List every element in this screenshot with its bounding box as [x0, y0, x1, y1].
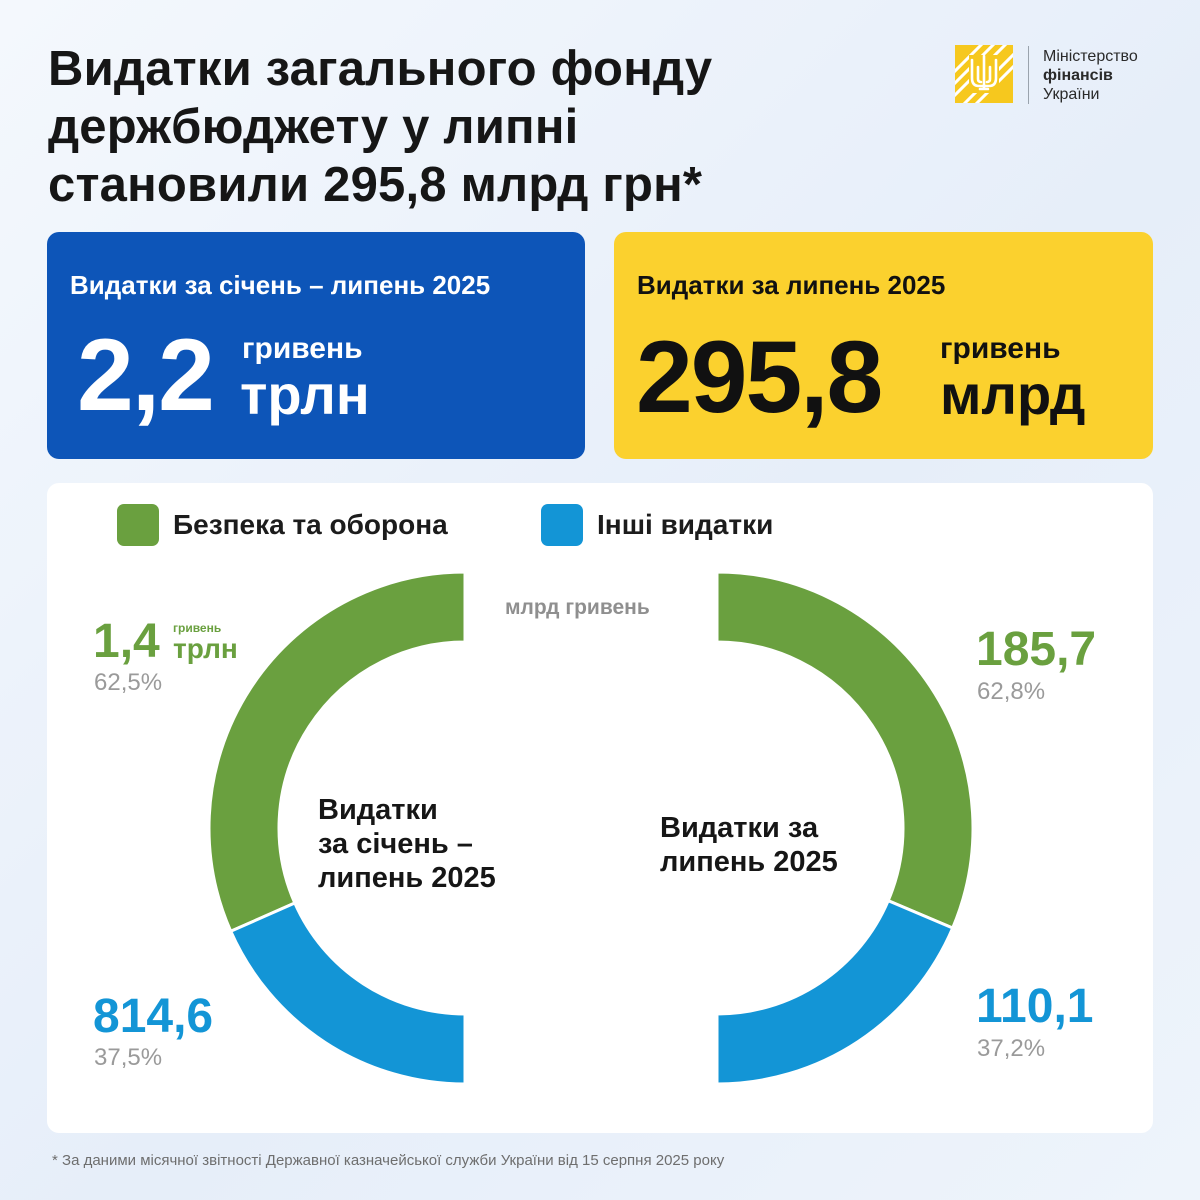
legend-item-other: Інші видатки	[541, 503, 773, 547]
left-center-line-2: за січень –	[318, 828, 473, 860]
legend-label-defense: Безпека та оборона	[173, 509, 448, 540]
right-other-percent: 37,2%	[977, 1035, 1046, 1062]
right-donut-center-label: Видатки за липень 2025	[660, 811, 838, 879]
month-card-unit-small: гривень	[940, 332, 1061, 365]
ytd-card-unit-large: трлн	[240, 363, 370, 426]
left-defense-unit-small: гривень	[173, 621, 222, 635]
ytd-card-value: 2,2	[77, 318, 215, 432]
chart-panel: Безпека та оборона Інші видатки млрд гри…	[47, 483, 1153, 1133]
month-expenses-card: Видатки за липень 2025 295,8 гривень млр…	[614, 232, 1153, 459]
right-center-line-1: Видатки за	[660, 812, 819, 844]
logo-line-1: Міністерство	[1043, 48, 1138, 65]
trident-emblem-icon	[955, 45, 1013, 103]
left-center-line-3: липень 2025	[318, 862, 496, 894]
right-donut-other-slice	[715, 898, 955, 1086]
logo-line-3: України	[1043, 86, 1100, 103]
month-card-label: Видатки за липень 2025	[637, 270, 946, 300]
logo-line-2: фінансів	[1043, 67, 1113, 84]
right-defense-value: 185,7	[976, 623, 1097, 676]
ytd-card-unit-small: гривень	[242, 332, 363, 365]
legend-label-other: Інші видатки	[597, 509, 774, 540]
left-other-value: 814,6	[93, 990, 214, 1043]
month-card-value: 295,8	[636, 320, 883, 434]
ministry-logo: Міністерство фінансів України	[955, 45, 1165, 107]
page-title: Видатки загального фонду держбюджету у л…	[48, 40, 868, 214]
left-defense-value: 1,4	[93, 615, 160, 668]
left-center-line-1: Видатки	[318, 794, 438, 826]
unit-note: млрд гривень	[505, 596, 650, 619]
legend-swatch-other	[541, 504, 583, 546]
legend-item-defense: Безпека та оборона	[117, 503, 448, 547]
right-donut-defense-slice	[715, 570, 975, 931]
left-donut-other-slice	[228, 901, 467, 1086]
title-line-2: держбюджету у липні	[48, 100, 579, 154]
ytd-expenses-card: Видатки за січень – липень 2025 2,2 грив…	[47, 232, 585, 459]
footnote: * За даними місячної звітності Державної…	[52, 1152, 725, 1169]
left-defense-unit-large: трлн	[173, 633, 238, 664]
month-card-unit-large: млрд	[940, 363, 1086, 426]
left-other-percent: 37,5%	[94, 1044, 163, 1071]
ytd-card-label: Видатки за січень – липень 2025	[70, 270, 491, 300]
logo-divider	[1028, 46, 1029, 104]
right-other-value: 110,1	[976, 980, 1094, 1033]
right-defense-percent: 62,8%	[977, 678, 1046, 705]
title-line-3: становили 295,8 млрд грн*	[48, 158, 703, 212]
right-center-line-2: липень 2025	[660, 846, 838, 878]
title-line-1: Видатки загального фонду	[48, 42, 713, 96]
half-donut-charts	[207, 570, 975, 1086]
left-donut-defense-slice	[207, 570, 467, 934]
logo-text: Міністерство фінансів України	[1043, 47, 1138, 104]
legend-swatch-defense	[117, 504, 159, 546]
left-donut-center-label: Видатки за січень – липень 2025	[318, 793, 496, 895]
left-defense-percent: 62,5%	[94, 669, 163, 696]
